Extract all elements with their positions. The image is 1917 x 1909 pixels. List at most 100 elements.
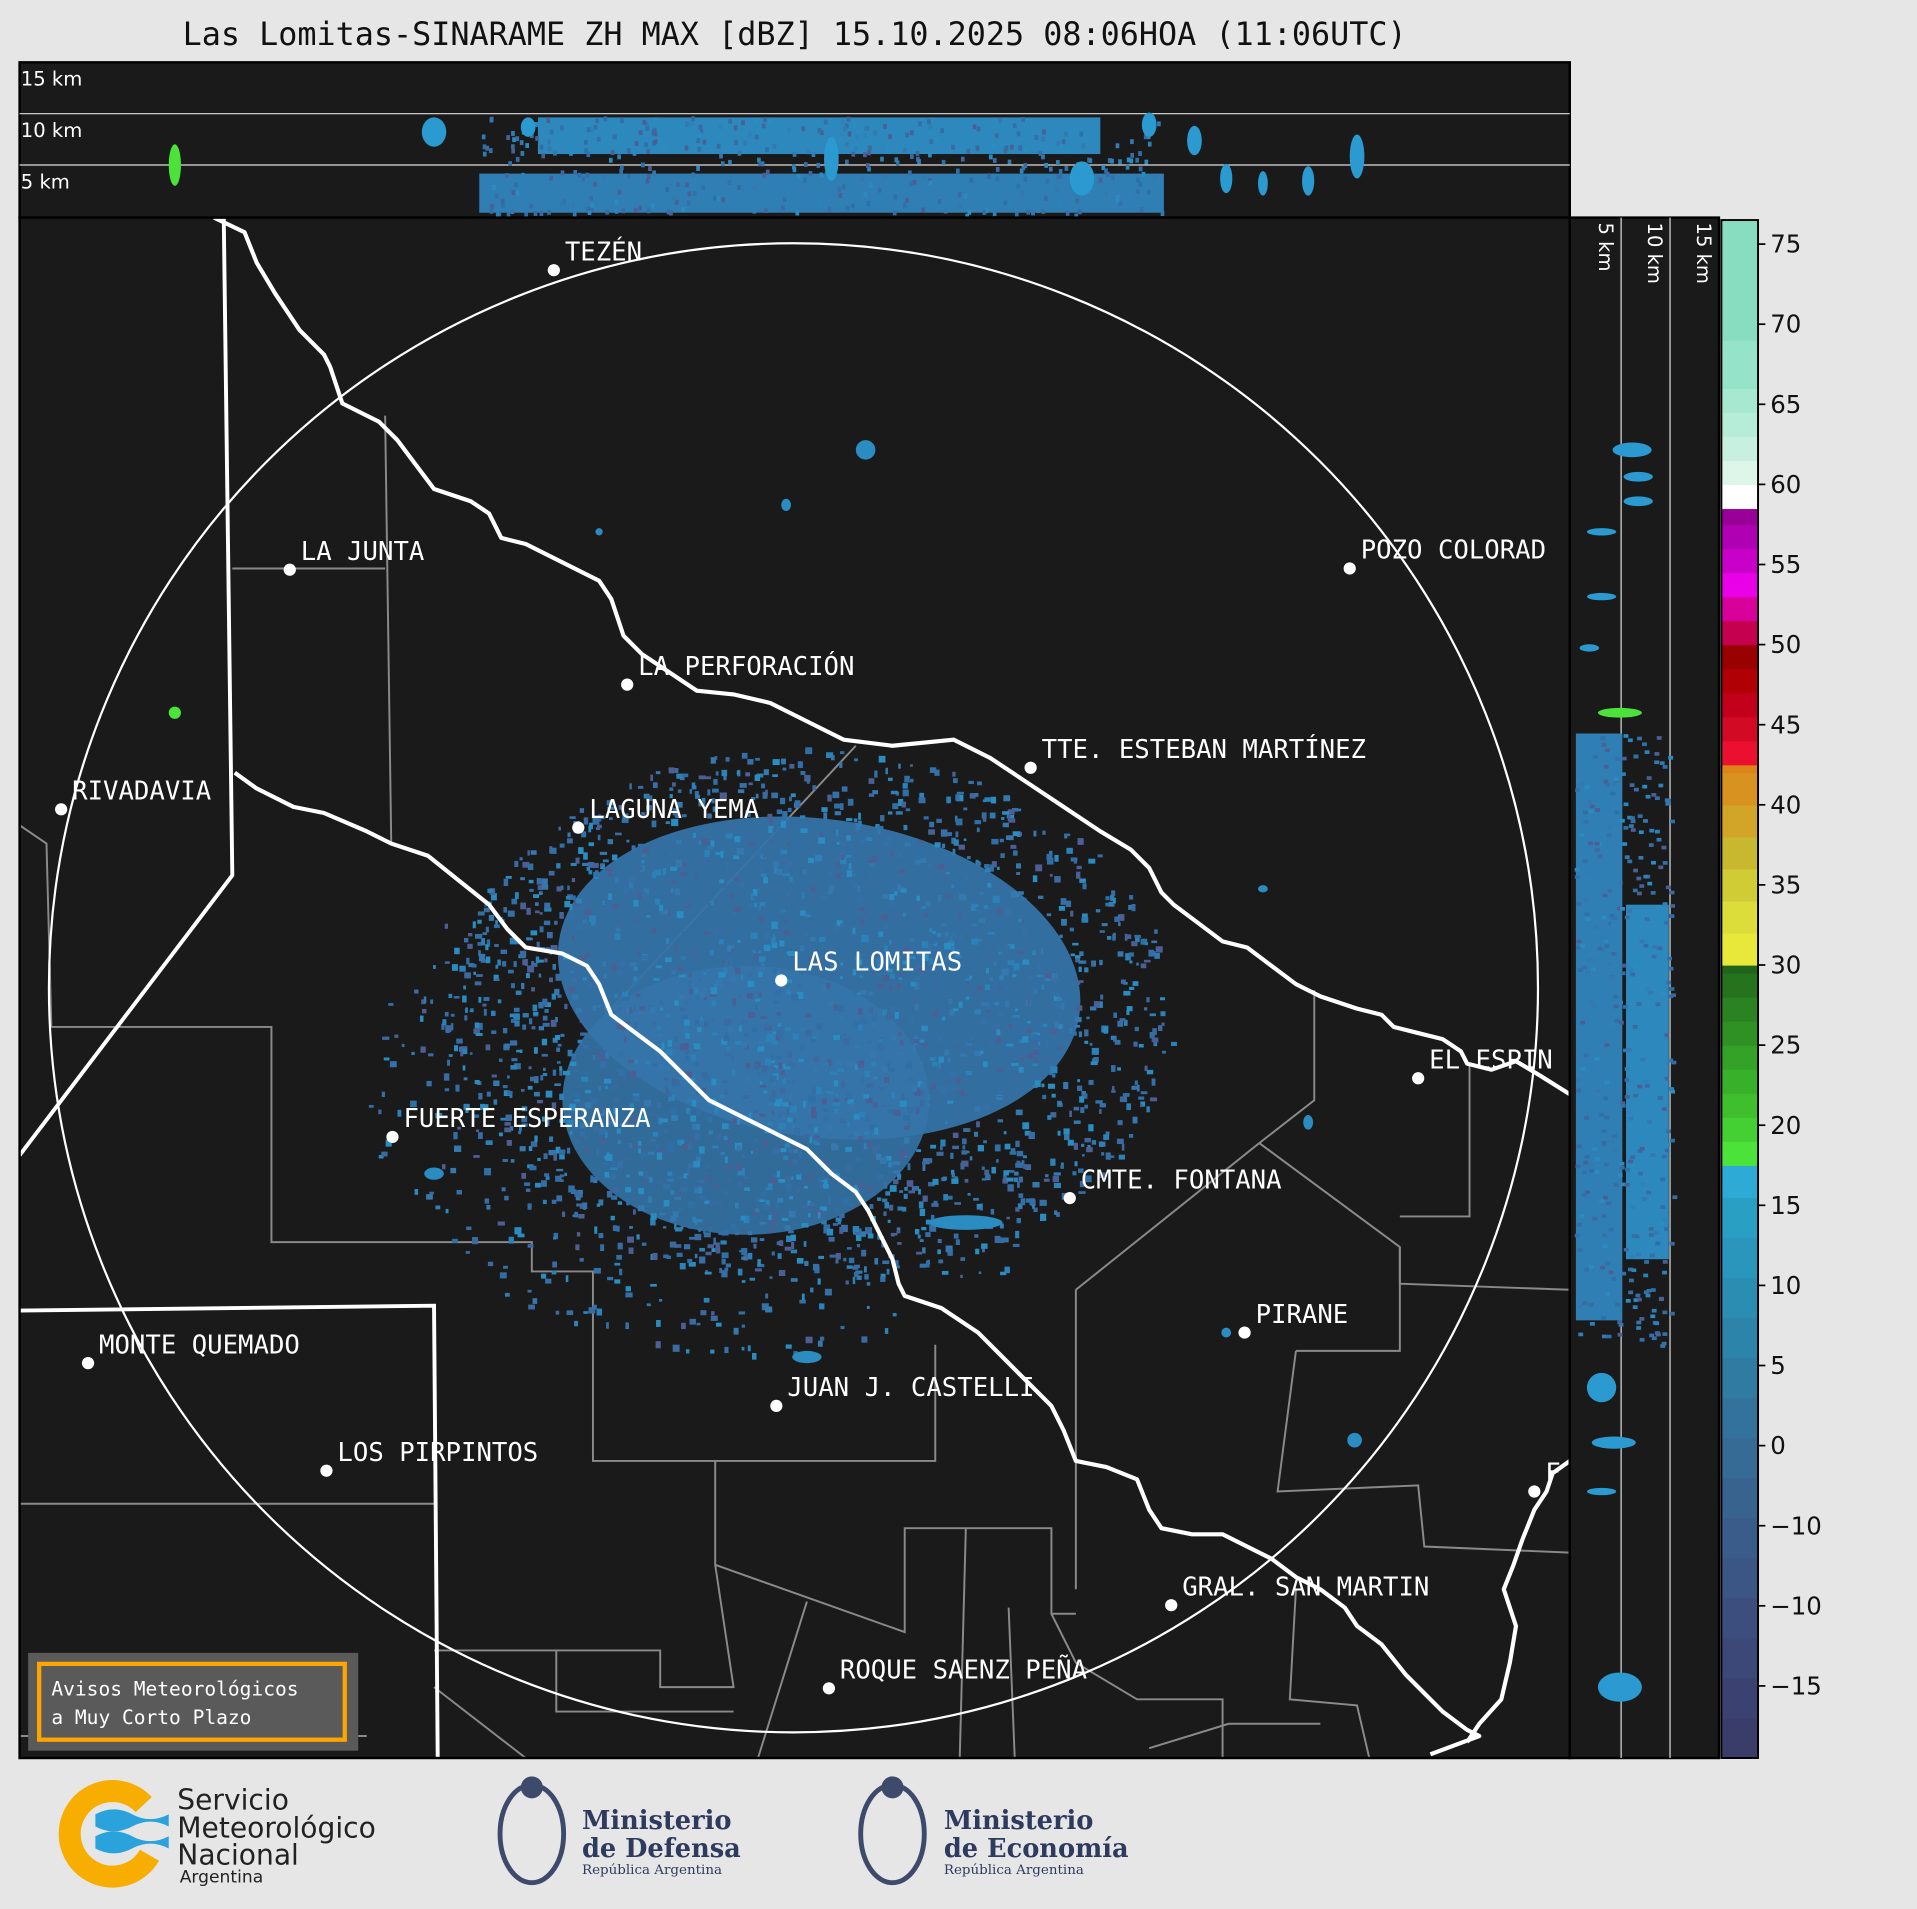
colorbar-band: [1721, 1165, 1759, 1198]
echo-pixel: [1020, 1198, 1026, 1206]
echo-pixel: [933, 1097, 937, 1103]
echo-pixel: [1594, 951, 1600, 956]
echo-pixel: [598, 1233, 604, 1239]
echo-pixel: [1650, 891, 1656, 895]
echo-pixel: [779, 940, 785, 947]
echo-pixel: [537, 1099, 543, 1104]
top-height-panel: 15 km 10 km 5 km: [18, 61, 1571, 219]
echo-pixel: [603, 1162, 608, 1167]
echo-pixel: [1063, 131, 1068, 137]
echo-pixel: [771, 1251, 775, 1256]
echo-pixel: [765, 1187, 770, 1191]
echo-pixel: [571, 877, 576, 883]
echo-pixel: [625, 1286, 632, 1292]
echo-pixel: [789, 182, 793, 188]
echo-pixel: [780, 857, 788, 863]
echo-pixel: [641, 1242, 647, 1246]
echo-pixel: [529, 1165, 537, 1171]
echo-pixel: [1078, 1191, 1086, 1194]
colorbar-band: [1721, 620, 1759, 646]
echo-pixel: [846, 854, 852, 858]
echo-pixel: [1585, 917, 1591, 921]
ministerio-economia-logo: Ministerio de Economía República Argenti…: [858, 1776, 1129, 1886]
echo-pixel: [1618, 1323, 1624, 1327]
echo-pixel: [483, 1104, 489, 1111]
echo-pixel: [938, 1063, 942, 1069]
echo-pixel: [781, 1217, 789, 1221]
echo-pixel: [941, 1177, 947, 1182]
city-label: TTE. ESTEBAN MARTÍNEZ: [1042, 733, 1366, 765]
echo-pixel: [682, 1014, 688, 1019]
echo-pixel: [725, 1031, 728, 1038]
echo-pixel: [495, 920, 498, 927]
echo-pixel: [863, 1094, 870, 1099]
echo-pixel: [381, 1091, 385, 1098]
echo-pixel: [550, 945, 558, 952]
echo-pixel: [1023, 176, 1028, 182]
echo-pixel: [763, 117, 767, 123]
echo-pixel: [1029, 1198, 1035, 1206]
echo-pixel: [684, 145, 689, 151]
echo-pixel: [1064, 166, 1069, 171]
echo-pixel: [968, 780, 974, 785]
echo-pixel: [582, 919, 587, 924]
echo-pixel: [631, 845, 636, 852]
echo-pixel: [1144, 159, 1149, 165]
echo-pixel: [830, 1071, 837, 1076]
echo-pixel: [590, 1098, 598, 1105]
echo-pixel: [917, 1045, 921, 1049]
echo-pixel: [929, 958, 933, 965]
echo-pixel: [640, 1152, 648, 1157]
echo-pixel: [629, 1143, 634, 1148]
echo-pixel: [1582, 1170, 1588, 1175]
echo-pixel: [984, 797, 991, 802]
smn-line-4: Argentina: [180, 1868, 263, 1888]
echo-pixel: [724, 1053, 731, 1056]
echo-pixel: [788, 867, 794, 871]
echo-pixel: [1088, 1079, 1094, 1085]
echo-pixel: [810, 1287, 814, 1293]
echo-pixel: [663, 1128, 669, 1134]
coat-of-arms-icon: [497, 1782, 567, 1886]
colorbar-band: [1721, 1597, 1759, 1639]
echo-pixel: [741, 1346, 745, 1351]
echo-pixel: [478, 1092, 483, 1100]
echo-pixel: [1654, 829, 1660, 834]
echo-pixel: [560, 1033, 565, 1037]
echo-pixel: [1620, 1101, 1626, 1105]
echo-pixel: [719, 1095, 726, 1099]
colorbar-tick-label: 75: [1770, 230, 1801, 259]
echo-pixel: [780, 849, 787, 855]
echo-pixel: [500, 198, 505, 204]
echo-pixel: [611, 903, 619, 910]
city-dot-icon: [1412, 1072, 1425, 1085]
echo-pixel: [695, 1219, 703, 1223]
echo-pixel: [928, 829, 936, 835]
echo-cell: [781, 498, 792, 512]
echo-pixel: [504, 1195, 509, 1201]
echo-pixel: [1583, 810, 1588, 815]
echo-pixel: [1032, 1063, 1038, 1067]
echo-pixel: [509, 1013, 514, 1018]
echo-pixel: [986, 968, 989, 974]
echo-cell: [1258, 885, 1268, 893]
echo-pixel: [920, 858, 926, 864]
echo-pixel: [689, 1136, 697, 1141]
echo-pixel: [633, 207, 638, 213]
echo-pixel: [569, 903, 573, 911]
echo-pixel: [1021, 1031, 1026, 1035]
echo-pixel: [592, 1055, 596, 1060]
echo-pixel: [931, 1084, 936, 1090]
echo-pixel: [748, 902, 754, 908]
echo-pixel: [828, 1236, 835, 1242]
echo-pixel: [1084, 1040, 1089, 1044]
echo-pixel: [1058, 168, 1063, 174]
echo-pixel: [483, 193, 487, 199]
echo-pixel: [514, 1063, 521, 1070]
echo-pixel: [699, 128, 704, 134]
echo-pixel: [951, 946, 955, 954]
echo-pixel: [915, 964, 921, 969]
echo-pixel: [1012, 974, 1017, 978]
echo-pixel: [1643, 943, 1649, 948]
